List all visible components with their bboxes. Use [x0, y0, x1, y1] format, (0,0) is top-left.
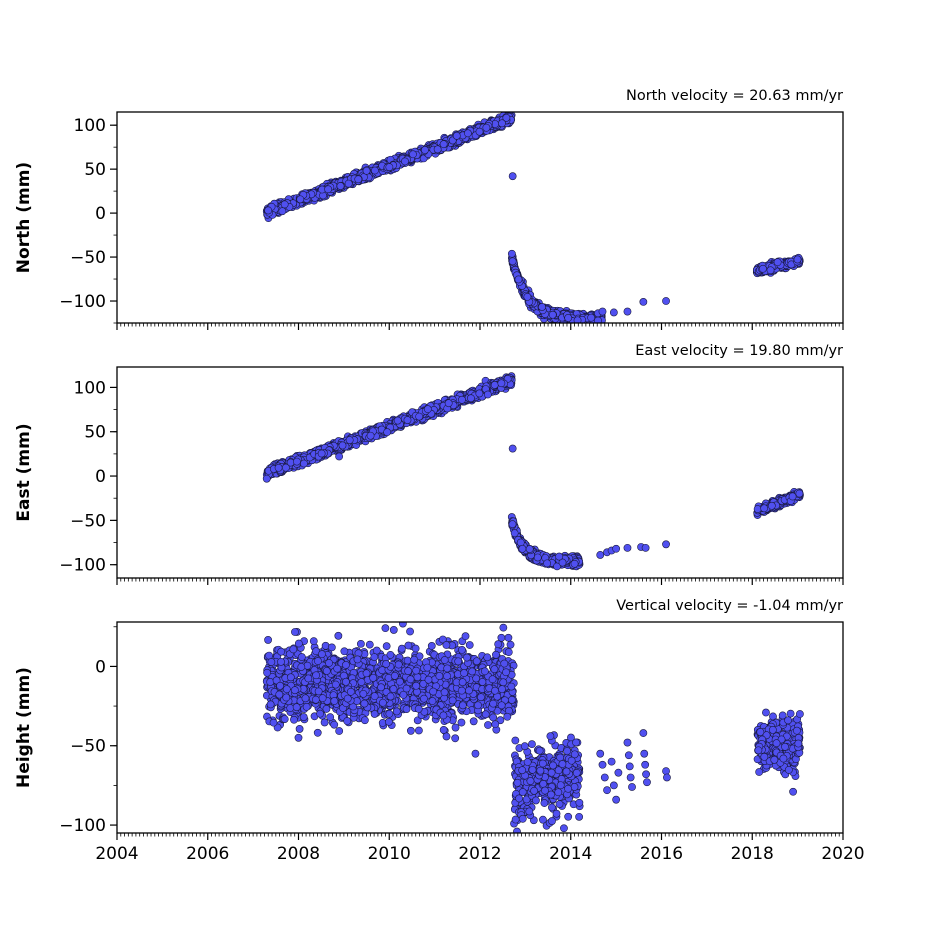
- north-y-axis-label: North (mm): [14, 162, 34, 273]
- east-data-point: [366, 431, 375, 440]
- north-data-point: [433, 145, 442, 154]
- north-y-tick-label: −100: [59, 292, 106, 312]
- north-data-point: [409, 150, 417, 159]
- north-data-point: [280, 200, 289, 209]
- north-data-point: [538, 303, 546, 311]
- east-data-point: [458, 395, 466, 404]
- east-data-point: [490, 381, 499, 389]
- north-data-point: [793, 255, 802, 264]
- north-data-point: [362, 166, 371, 175]
- east-data-point: [483, 390, 492, 399]
- east-data-point: [393, 416, 402, 425]
- east-data-point: [558, 558, 567, 567]
- north-panel: 100 50 0 −50 −100 North velocity = 20.63 mm/y…: [14, 88, 844, 330]
- north-data-point: [482, 123, 491, 132]
- north-data-point: [766, 266, 775, 275]
- north-data-point: [336, 182, 345, 190]
- north-data-point: [344, 179, 353, 188]
- north-data-point: [354, 175, 363, 184]
- north-data-point: [385, 163, 394, 172]
- north-data-point: [463, 129, 472, 138]
- north-y-tick-label: −50: [70, 248, 106, 268]
- north-data-point: [564, 314, 573, 322]
- east-data-point: [345, 436, 354, 444]
- north-data-point: [573, 316, 582, 323]
- north-data-point: [623, 307, 632, 316]
- north-data-point: [296, 195, 305, 204]
- north-panel-title: North velocity = 20.63 mm/yr: [626, 88, 843, 104]
- east-data-point: [467, 394, 475, 403]
- east-data-point: [555, 552, 564, 561]
- north-data-point: [759, 264, 767, 273]
- north-data-point: [502, 113, 511, 122]
- east-data-point: [383, 428, 392, 437]
- east-data-point: [508, 520, 517, 529]
- east-data-point: [570, 559, 579, 568]
- north-data-point: [639, 297, 648, 306]
- east-data-point: [317, 449, 326, 458]
- east-data-point: [510, 529, 519, 538]
- east-data-point: [338, 441, 347, 450]
- north-data-point: [508, 172, 517, 181]
- east-data-point: [525, 545, 534, 553]
- north-data-point: [370, 166, 379, 175]
- east-data-point: [518, 544, 527, 553]
- north-data-point: [264, 206, 273, 215]
- east-data-point: [335, 452, 344, 461]
- north-data-point: [278, 207, 287, 216]
- north-data-point: [598, 307, 607, 316]
- north-data-point: [587, 313, 596, 322]
- north-data-point: [324, 185, 333, 194]
- north-y-tick-label: 50: [84, 160, 106, 180]
- east-data-point: [533, 553, 542, 562]
- north-data-point: [523, 292, 532, 301]
- east-points: [262, 372, 804, 571]
- north-y-tick-label: 100: [74, 116, 106, 136]
- north-data-point: [662, 297, 670, 305]
- north-data-point: [452, 131, 461, 140]
- east-data-point: [281, 463, 290, 472]
- east-data-point: [444, 399, 453, 408]
- north-data-point: [421, 146, 429, 154]
- north-data-point: [498, 119, 506, 128]
- north-y-tick-label: 0: [95, 204, 106, 224]
- east-data-point: [475, 389, 484, 398]
- east-data-point: [497, 379, 506, 388]
- north-axes-frame: [116, 111, 844, 324]
- east-data-point: [423, 405, 432, 414]
- east-data-point: [274, 463, 283, 472]
- north-data-point: [439, 140, 448, 149]
- east-data-point: [415, 412, 424, 421]
- north-data-point: [475, 127, 484, 136]
- north-points: [262, 112, 804, 323]
- north-data-point: [548, 310, 557, 319]
- east-data-point: [403, 416, 412, 424]
- north-data-point: [773, 258, 782, 267]
- east-data-point: [292, 457, 301, 466]
- north-data-point: [508, 257, 517, 266]
- north-data-point: [507, 249, 516, 258]
- east-data-point: [543, 559, 552, 568]
- north-data-point: [609, 308, 618, 317]
- north-data-point: [514, 275, 523, 284]
- north-data-point: [401, 157, 409, 166]
